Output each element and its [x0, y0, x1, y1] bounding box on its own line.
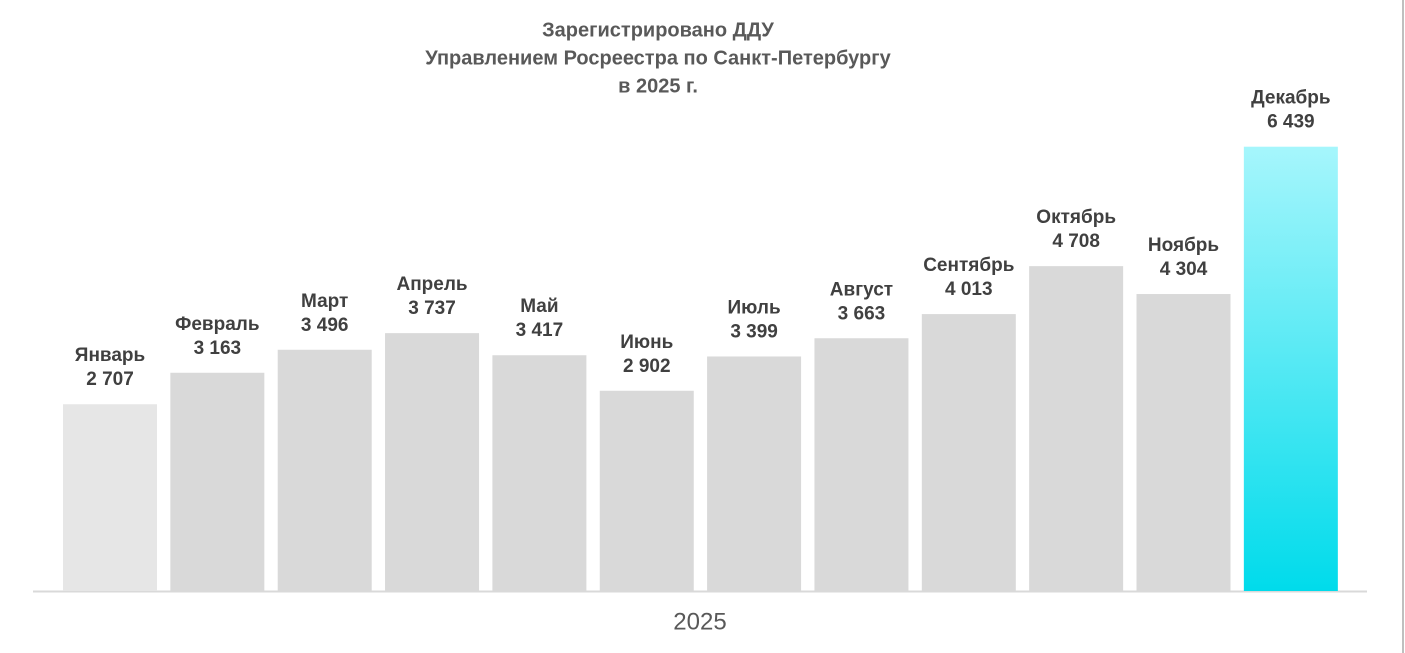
value-label: 3 496 [301, 315, 349, 336]
category-label: Декабрь [1251, 88, 1330, 109]
bar [277, 349, 372, 591]
bar [170, 372, 265, 591]
bar [1029, 266, 1124, 591]
category-label: Март [301, 291, 348, 312]
value-label: 4 708 [1052, 231, 1100, 252]
category-label: Апрель [396, 274, 467, 295]
bar [492, 355, 587, 591]
bar [63, 404, 157, 591]
value-label: 3 399 [730, 321, 778, 342]
category-label: Июль [728, 297, 781, 318]
category-label: Ноябрь [1148, 235, 1219, 256]
value-label: 2 707 [86, 369, 134, 390]
category-label: Сентябрь [923, 255, 1014, 276]
bar [385, 333, 480, 591]
value-label: 3 663 [838, 303, 886, 324]
bar [1136, 294, 1231, 591]
value-label: 3 163 [194, 338, 242, 359]
bar [921, 314, 1016, 591]
value-label: 3 737 [408, 298, 456, 319]
value-label: 2 902 [623, 356, 671, 377]
value-label: 6 439 [1267, 112, 1315, 133]
category-label: Июнь [620, 332, 673, 353]
bar [814, 338, 909, 591]
category-label: Август [830, 279, 893, 300]
bar [599, 390, 694, 591]
chart-title: Управлением Росреестра по Санкт-Петербур… [425, 47, 891, 69]
category-label: Январь [75, 345, 145, 366]
x-axis-label: 2025 [673, 608, 726, 635]
category-label: Май [520, 296, 558, 317]
bar [707, 356, 802, 591]
category-label: Октябрь [1036, 207, 1116, 228]
chart-title: в 2025 г. [618, 75, 698, 97]
value-label: 4 304 [1160, 259, 1208, 280]
value-label: 3 417 [516, 320, 564, 341]
chart-title: Зарегистрировано ДДУ [542, 19, 774, 41]
value-label: 4 013 [945, 279, 993, 300]
bar [1243, 146, 1338, 592]
category-label: Февраль [175, 314, 259, 335]
